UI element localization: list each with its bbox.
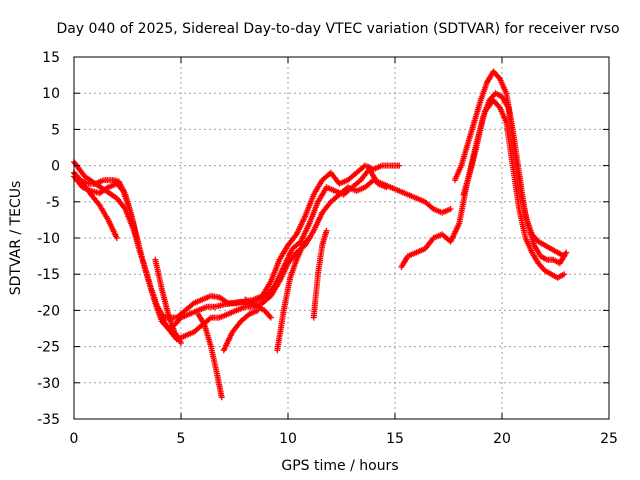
data-point-markers — [242, 296, 274, 321]
y-tick-label: -5 — [46, 195, 60, 211]
data-point-markers — [152, 256, 184, 346]
y-axis-label: SDTVAR / TECUs — [8, 181, 24, 296]
x-axis-label: GPS time / hours — [281, 458, 398, 474]
series-arc-3 — [71, 159, 454, 343]
data-point-markers — [310, 227, 330, 321]
y-tick-label: 5 — [51, 122, 60, 138]
y-tick-label: -10 — [37, 231, 60, 247]
series-arc-13 — [460, 90, 570, 267]
y-tick-labels: -35 -30 -25 -20 -15 -10 -5 0 5 10 15 — [37, 50, 60, 428]
x-tick-label: 15 — [386, 431, 404, 447]
y-tick-label: 10 — [42, 86, 60, 102]
data-point-markers — [220, 307, 261, 354]
y-tick-label: -15 — [37, 267, 60, 283]
data-point-markers — [460, 90, 570, 267]
grid-lines — [74, 57, 609, 419]
series-arc-8 — [274, 235, 313, 354]
series-arc-6 — [195, 311, 225, 401]
y-tick-label: -20 — [37, 303, 60, 319]
x-tick-label: 10 — [279, 431, 297, 447]
x-tick-label: 20 — [493, 431, 511, 447]
data-point-markers — [274, 235, 313, 354]
x-tick-label: 0 — [70, 431, 79, 447]
series-arc-7 — [242, 296, 274, 321]
chart-title: Day 040 of 2025, Sidereal Day-to-day VTE… — [56, 21, 619, 37]
x-tick-label: 5 — [177, 431, 186, 447]
series-arc-10 — [220, 307, 261, 354]
x-tick-label: 25 — [600, 431, 618, 447]
axis-ticks — [73, 56, 610, 420]
y-tick-label: -25 — [37, 340, 60, 356]
data-point-markers — [71, 159, 454, 343]
y-tick-label: 0 — [51, 159, 60, 175]
data-points — [71, 68, 570, 401]
y-tick-label: -35 — [37, 412, 60, 428]
y-tick-label: 15 — [42, 50, 60, 66]
series-arc-5 — [152, 256, 184, 346]
y-tick-label: -30 — [37, 376, 60, 392]
series-arc-9 — [310, 227, 330, 321]
x-tick-labels: 0 5 10 15 20 25 — [70, 431, 618, 447]
data-point-markers — [195, 311, 225, 401]
